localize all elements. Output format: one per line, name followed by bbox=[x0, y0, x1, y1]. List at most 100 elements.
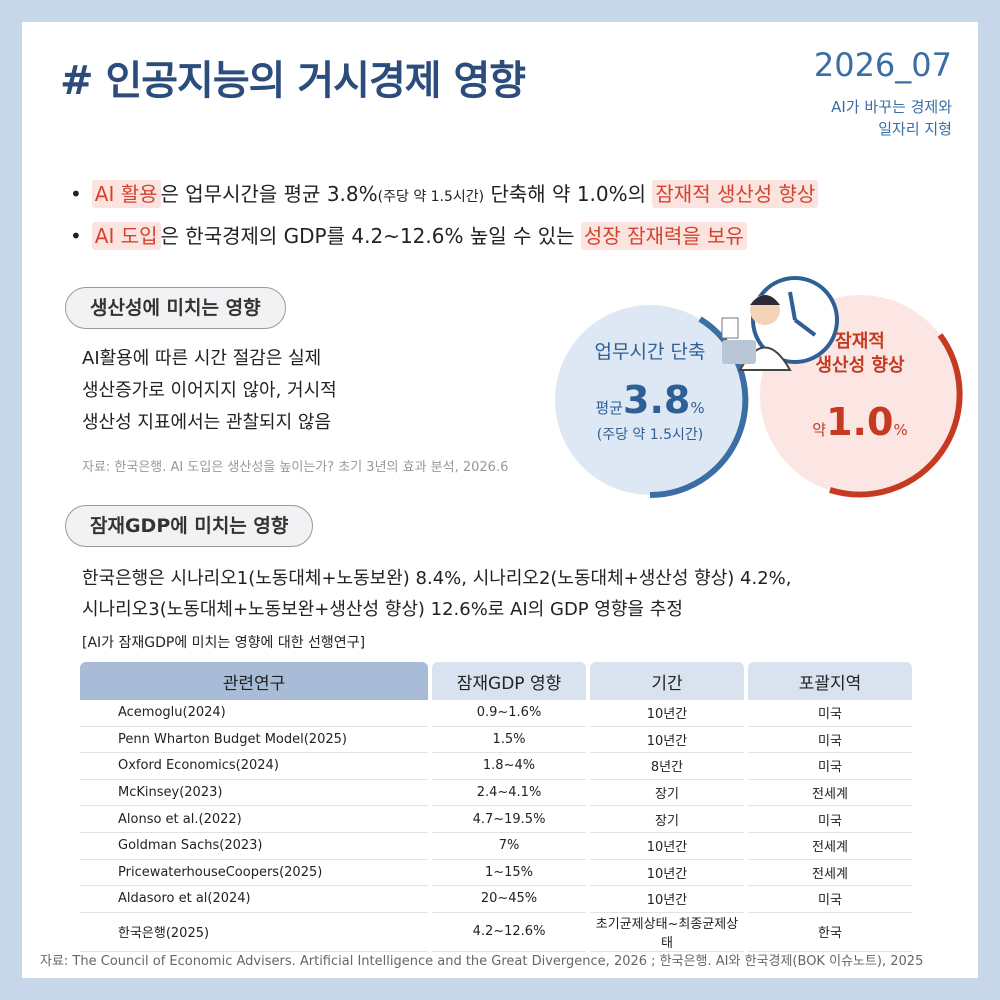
body-line: AI활용에 따른 시간 절감은 실제 bbox=[82, 348, 322, 369]
bullet: AI 도입은 한국경제의 GDP를 4.2~12.6% 높일 수 있는 성장 잠… bbox=[70, 218, 818, 260]
clock-hand bbox=[793, 318, 817, 337]
body-line: 생산증가로 이어지지 않아, 거시적 bbox=[82, 380, 337, 401]
badge-value-line: 평균3.8% bbox=[555, 378, 745, 422]
badge-value-line: 약1.0% bbox=[765, 400, 955, 444]
badge-unit: % bbox=[893, 421, 908, 439]
table-cell: 장기 bbox=[590, 806, 744, 833]
badge-unit: % bbox=[690, 399, 705, 417]
badge-title: 업무시간 단축 bbox=[594, 341, 706, 363]
clock-hand bbox=[788, 291, 797, 321]
table-cell: 한국 bbox=[748, 913, 912, 952]
table-cell: 미국 bbox=[748, 700, 912, 727]
table-cell: 미국 bbox=[748, 886, 912, 913]
subtitle-line: 일자리 지형 bbox=[878, 120, 952, 138]
table-cell: 전세계 bbox=[748, 833, 912, 860]
research-table: 관련연구 잠재GDP 영향 기간 포괄지역 Acemoglu(2024) 0.9~1.6… bbox=[76, 662, 916, 952]
table-row: PricewaterhouseCoopers(2025) 1~15% 10년간 전세계 bbox=[80, 860, 912, 887]
table-cell: 20~45% bbox=[432, 886, 586, 913]
table-row: Penn Wharton Budget Model(2025) 1.5% 10년간 미… bbox=[80, 727, 912, 754]
table-cell: 4.7~19.5% bbox=[432, 806, 586, 833]
table-cell: 전세계 bbox=[748, 860, 912, 887]
table-header: 기간 bbox=[590, 662, 744, 700]
table-row: Oxford Economics(2024) 1.8~4% 8년간 미국 bbox=[80, 753, 912, 780]
table-cell: 0.9~1.6% bbox=[432, 700, 586, 727]
section-body: AI활용에 따른 시간 절감은 실제 생산증가로 이어지지 않아, 거시적 생산… bbox=[82, 343, 337, 439]
table-row: Acemoglu(2024) 0.9~1.6% 10년간 미국 bbox=[80, 700, 912, 727]
table-cell: 7% bbox=[432, 833, 586, 860]
title: # 인공지능의 거시경제 영향 bbox=[60, 58, 526, 104]
table-cell: Alonso et al.(2022) bbox=[80, 806, 428, 833]
bullet-segment: 은 한국경제의 GDP를 4.2~12.6% 높일 수 있는 bbox=[160, 224, 581, 248]
table-cell: 1~15% bbox=[432, 860, 586, 887]
table-cell: McKinsey(2023) bbox=[80, 780, 428, 807]
table-cell: 전세계 bbox=[748, 780, 912, 807]
section-body: 한국은행은 시나리오1(노동대체+노동보완) 8.4%, 시나리오2(노동대체+… bbox=[82, 563, 791, 625]
table-row: McKinsey(2023) 2.4~4.1% 장기 전세계 bbox=[80, 780, 912, 807]
table-cell: 10년간 bbox=[590, 727, 744, 754]
person-hair bbox=[750, 295, 780, 305]
table-cell: 8년간 bbox=[590, 753, 744, 780]
table-cell: Acemoglu(2024) bbox=[80, 700, 428, 727]
bullet-segment: AI 도입 bbox=[91, 222, 161, 250]
table-cell: 한국은행(2025) bbox=[80, 913, 428, 952]
table-cell: 1.8~4% bbox=[432, 753, 586, 780]
table-header: 포괄지역 bbox=[748, 662, 912, 700]
badge-note: (주당 약 1.5시간) bbox=[596, 427, 704, 443]
table-cell: Oxford Economics(2024) bbox=[80, 753, 428, 780]
table-header: 관련연구 bbox=[80, 662, 428, 700]
bullet: AI 활용은 업무시간을 평균 3.8%(주당 약 1.5시간) 단축해 약 1… bbox=[70, 176, 819, 218]
badge-prefix: 약 bbox=[812, 421, 827, 439]
badge-title: 생산성 향상 bbox=[815, 355, 905, 376]
summary: AI 활용은 업무시간을 평균 3.8%(주당 약 1.5시간) 단축해 약 1… bbox=[70, 176, 819, 260]
section-label: 생산성에 미치는 영향 bbox=[65, 287, 286, 329]
table-caption: [AI가 잠재GDP에 미치는 영향에 대한 선행연구] bbox=[82, 635, 366, 651]
bullet-segment: 단축해 약 1.0%의 bbox=[484, 182, 653, 206]
table-row: Alonso et al.(2022) 4.7~19.5% 장기 미국 bbox=[80, 806, 912, 833]
table-cell: 장기 bbox=[590, 780, 744, 807]
body-line: 한국은행은 시나리오1(노동대체+노동보완) 8.4%, 시나리오2(노동대체+… bbox=[82, 568, 792, 589]
table-cell: 미국 bbox=[748, 806, 912, 833]
badge-title: 잠재적 bbox=[835, 331, 885, 352]
body-line: 시나리오3(노동대체+노동보완+생산성 향상) 12.6%로 AI의 GDP 영… bbox=[82, 599, 683, 620]
table-cell: 초기균제상태~최종균제상태 bbox=[590, 913, 744, 952]
table-row: Aldasoro et al(2024) 20~45% 10년간 미국 bbox=[80, 886, 912, 913]
table-cell: 미국 bbox=[748, 753, 912, 780]
footer: 자료: The Council of Economic Advisers. Ar… bbox=[40, 954, 924, 969]
badge-value: 3.8 bbox=[623, 378, 691, 422]
bullet-segment: 잠재적 생산성 향상 bbox=[652, 180, 819, 208]
table-header: 잠재GDP 영향 bbox=[432, 662, 586, 700]
bullet-segment: AI 활용 bbox=[91, 180, 161, 208]
table-row: 한국은행(2025) 4.2~12.6% 초기균제상태~최종균제상태 한국 bbox=[80, 913, 912, 952]
subtitle-line: AI가 바꾸는 경제와 bbox=[831, 98, 952, 116]
source: 자료: 한국은행. AI 도입은 생산성을 높이는가? 초기 3년의 효과 분석… bbox=[82, 460, 509, 475]
table-cell: 2.4~4.1% bbox=[432, 780, 586, 807]
table-cell: 10년간 bbox=[590, 860, 744, 887]
badge-arc bbox=[829, 333, 963, 498]
table-cell: 10년간 bbox=[590, 700, 744, 727]
table-cell: 미국 bbox=[748, 727, 912, 754]
bullet-segment: (주당 약 1.5시간) bbox=[377, 189, 485, 205]
badge-value: 1.0 bbox=[826, 400, 894, 444]
bullet-segment: 은 업무시간을 평균 3.8% bbox=[160, 182, 378, 206]
section-label: 잠재GDP에 미치는 영향 bbox=[65, 505, 314, 547]
table-cell: PricewaterhouseCoopers(2025) bbox=[80, 860, 428, 887]
table-row: Goldman Sachs(2023) 7% 10년간 전세계 bbox=[80, 833, 912, 860]
paper bbox=[721, 317, 739, 339]
table-cell: 10년간 bbox=[590, 886, 744, 913]
table-cell: Penn Wharton Budget Model(2025) bbox=[80, 727, 428, 754]
subtitle: AI가 바꾸는 경제와 일자리 지형 bbox=[831, 96, 952, 140]
issue: 2026_07 bbox=[813, 46, 952, 84]
body-line: 생산성 지표에서는 관찰되지 않음 bbox=[82, 412, 332, 433]
table-cell: 1.5% bbox=[432, 727, 586, 754]
bullet-segment: 성장 잠재력을 보유 bbox=[580, 222, 747, 250]
laptop bbox=[722, 340, 756, 364]
badge-circle bbox=[555, 305, 745, 495]
table-cell: 10년간 bbox=[590, 833, 744, 860]
table-cell: Aldasoro et al(2024) bbox=[80, 886, 428, 913]
badge-prefix: 평균 bbox=[595, 399, 623, 417]
table-cell: Goldman Sachs(2023) bbox=[80, 833, 428, 860]
